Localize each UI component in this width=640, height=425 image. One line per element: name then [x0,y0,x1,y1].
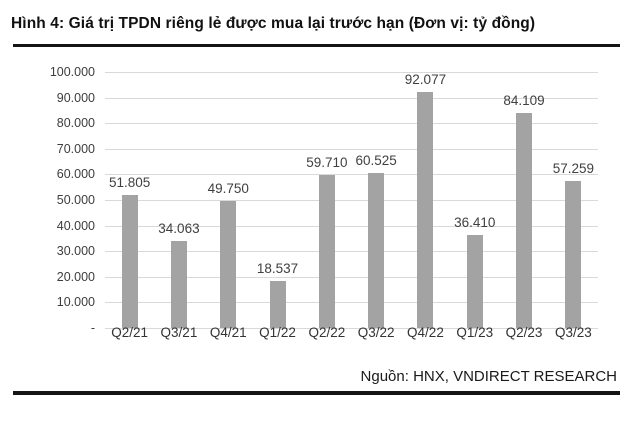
bar-value-label: 84.109 [503,92,545,108]
y-axis-tick-label: 50.000 [56,193,95,207]
figure-title: Hình 4: Giá trị TPDN riêng lẻ được mua l… [11,15,536,32]
bar-chart: 100.000 90.000 80.000 70.000 60.000 50.000 40.… [0,60,640,360]
x-axis-tick-label: Q3/23 [554,325,592,340]
bar [565,181,582,328]
bar-value-label: 57.259 [552,161,594,177]
y-axis-tick-label: 10.000 [56,295,95,310]
x-axis-tick-label: Q3/21 [160,325,198,340]
y-axis-tick-label: 60.000 [56,167,95,182]
gridline [105,72,598,73]
gridline [105,174,598,176]
x-axis-tick-label: Q4/21 [209,325,247,340]
y-axis-tick-label: 100.000 [49,65,95,79]
x-axis-tick-label: Q1/23 [456,325,494,340]
gridline [105,302,598,304]
bar [516,112,533,328]
bar-value-label: 60.525 [355,153,397,169]
gridline [105,225,598,227]
bar [269,280,286,328]
bar-value-label: 36.410 [454,214,496,230]
bar [170,240,187,328]
x-axis-tick-label: Q4/22 [407,325,444,340]
x-axis-tick-label: Q2/23 [505,325,543,340]
y-axis-tick-label: 70.000 [56,141,95,156]
gridline [105,200,598,201]
bottom-divider [13,391,620,395]
x-axis-tick-label: Q3/22 [357,325,395,340]
y-axis-tick-label: - [90,321,95,335]
bar [417,92,434,328]
gridline [105,97,598,99]
gridline [105,328,598,329]
bar [368,173,385,328]
bar [220,200,237,328]
bar-value-label: 49.750 [207,180,249,196]
gridline [105,148,598,150]
y-axis-tick-label: 90.000 [56,90,95,105]
gridline [105,123,598,125]
bar-value-label: 92.077 [404,72,447,88]
x-axis-tick-label: Q2/21 [111,325,149,340]
bar-value-label: 18.537 [256,260,299,276]
bar-value-label: 51.805 [108,175,151,191]
bar-value-label: 59.710 [306,155,348,171]
gridline [105,251,598,253]
title-divider [13,44,620,47]
plot-area: 51.805 34.063 49.750 18.537 59.710 60.525 92.0… [105,72,598,329]
source-credit: Nguồn: HNX, VNDIRECT RESEARCH [360,368,617,385]
y-axis-tick-label: 30.000 [56,244,95,259]
y-axis-tick-label: 80.000 [56,116,95,131]
y-axis-tick-label: 20.000 [56,269,95,284]
x-axis-tick-label: Q2/22 [308,325,346,340]
y-axis-tick-label: 40.000 [56,218,95,233]
bar-value-label: 34.063 [158,220,200,236]
x-axis-tick-label: Q1/22 [259,325,296,340]
bar [466,234,483,328]
gridline [105,276,598,278]
bar [121,195,138,328]
bar [318,175,335,328]
